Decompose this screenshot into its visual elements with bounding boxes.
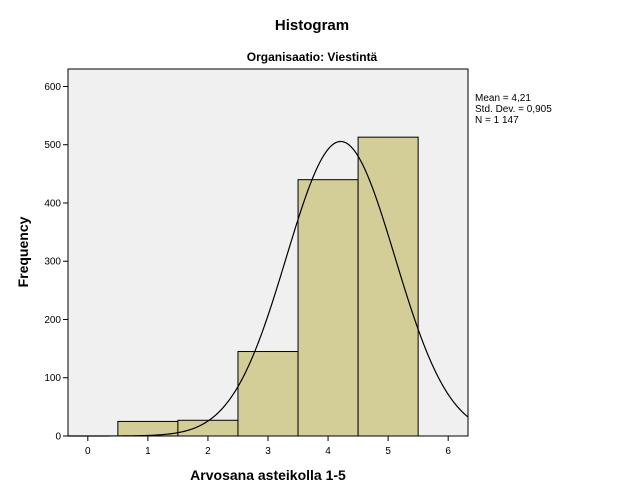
y-tick-label: 500 <box>44 140 61 151</box>
chart-subtitle: Organisaatio: Viestintä <box>247 50 378 64</box>
histogram-bar <box>297 179 359 437</box>
x-tick-label: 0 <box>85 446 91 457</box>
x-tick-label: 4 <box>325 446 331 457</box>
stat-std-dev: Std. Dev. = 0,905 <box>475 104 552 115</box>
x-tick-label: 2 <box>205 446 211 457</box>
y-tick-label: 400 <box>44 198 61 209</box>
statistics-legend: Mean = 4,21 Std. Dev. = 0,905 N = 1 147 <box>475 93 552 126</box>
histogram-bar <box>177 419 239 437</box>
bars-group <box>117 136 419 437</box>
y-axis: 0 100 200 300 400 500 600 <box>44 82 68 443</box>
x-axis: 0 1 2 3 4 5 6 <box>85 436 451 457</box>
y-tick-label: 300 <box>44 257 61 268</box>
histogram-bar <box>237 351 299 437</box>
x-tick-label: 1 <box>145 446 151 457</box>
histogram-bar <box>357 136 419 437</box>
y-tick-label: 0 <box>55 432 61 443</box>
y-tick-label: 600 <box>44 82 61 93</box>
stat-mean: Mean = 4,21 <box>475 93 531 104</box>
x-tick-label: 5 <box>385 446 391 457</box>
chart-title: Histogram <box>275 17 349 34</box>
x-axis-label: Arvosana asteikolla 1-5 <box>190 467 346 483</box>
y-tick-label: 100 <box>44 373 61 384</box>
x-tick-label: 6 <box>445 446 451 457</box>
x-tick-label: 3 <box>265 446 271 457</box>
y-tick-label: 200 <box>44 315 61 326</box>
y-axis-label: Frequency <box>15 216 31 287</box>
stat-n: N = 1 147 <box>475 115 519 126</box>
